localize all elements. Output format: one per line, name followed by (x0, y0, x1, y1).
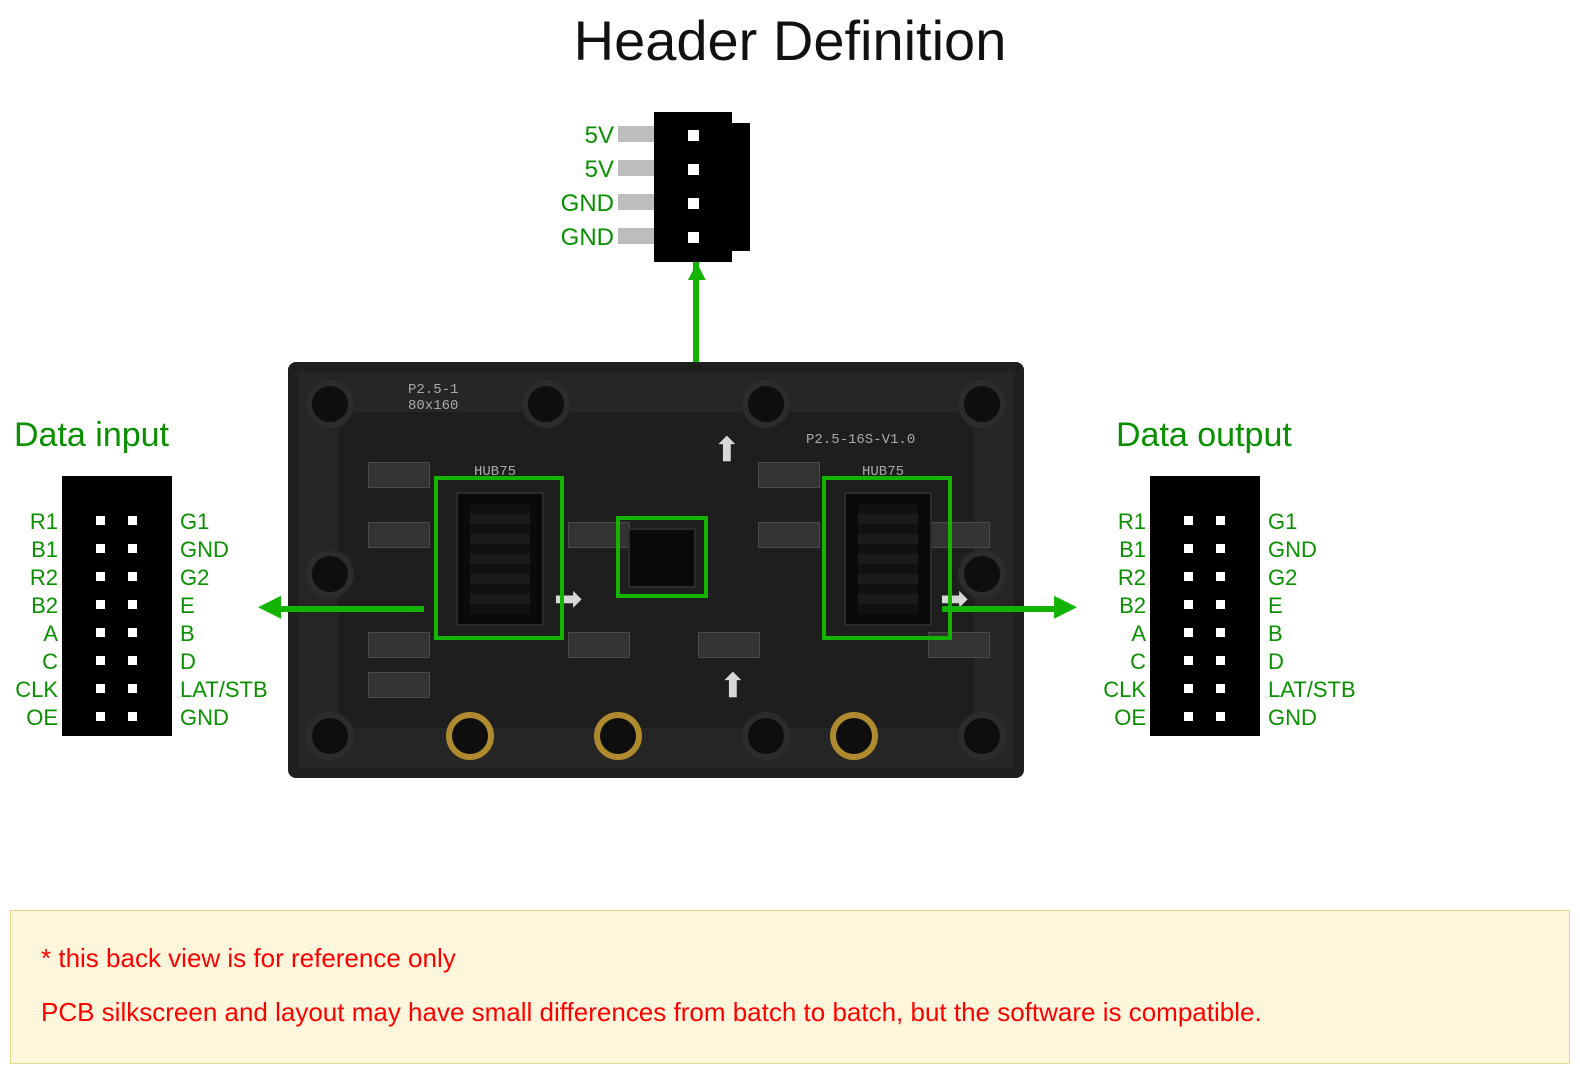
mount-hole (306, 712, 354, 760)
arrow-output-link (942, 606, 1062, 612)
mount-hole-gold (830, 712, 878, 760)
din-r-5: D (180, 648, 196, 676)
dout-l-4: A (1088, 620, 1146, 648)
page-title: Header Definition (0, 8, 1580, 73)
dout-r-2: G2 (1268, 564, 1297, 592)
ic-chip (758, 462, 820, 488)
dout-r-4: B (1268, 620, 1283, 648)
flow-arrow-icon: ➡ (709, 435, 743, 464)
footer-note-line2: PCB silkscreen and layout may have small… (41, 985, 1539, 1039)
dout-r-5: D (1268, 648, 1284, 676)
dout-l-6: CLK (1088, 676, 1146, 704)
din-l-1: B1 (0, 536, 58, 564)
mount-hole (742, 380, 790, 428)
din-r-3: E (180, 592, 195, 620)
data-input-title: Data input (14, 416, 169, 455)
ic-chip (568, 632, 630, 658)
silkscreen-variant: P2.5-16S-V1.0 (806, 432, 915, 448)
footer-note: * this back view is for reference only P… (10, 910, 1570, 1064)
din-l-4: A (0, 620, 58, 648)
data-output-connector-icon (1150, 476, 1260, 736)
din-r-7: GND (180, 704, 229, 732)
dout-l-0: R1 (1088, 508, 1146, 536)
din-l-5: C (0, 648, 58, 676)
data-input-connector-icon (62, 476, 172, 736)
mount-hole-gold (594, 712, 642, 760)
din-r-1: GND (180, 536, 229, 564)
pwr-pin-4: GND (554, 224, 614, 252)
dout-r-3: E (1268, 592, 1283, 620)
mount-hole (522, 380, 570, 428)
din-l-7: OE (0, 704, 58, 732)
footer-note-line1: * this back view is for reference only (41, 931, 1539, 985)
highlight-box-output (822, 476, 952, 640)
dout-l-7: OE (1088, 704, 1146, 732)
ic-chip (368, 462, 430, 488)
din-l-3: B2 (0, 592, 58, 620)
dout-l-5: C (1088, 648, 1146, 676)
power-connector-icon (654, 112, 732, 262)
din-l-6: CLK (0, 676, 58, 704)
data-output-title: Data output (1116, 416, 1292, 455)
din-r-6: LAT/STB (180, 676, 268, 704)
mount-hole (958, 712, 1006, 760)
mount-hole (958, 380, 1006, 428)
din-r-2: G2 (180, 564, 209, 592)
arrow-head-icon: ▲ (682, 256, 712, 286)
highlight-box-input (434, 476, 564, 640)
highlight-box-power (616, 516, 708, 598)
arrow-head-icon: ▶ (1054, 591, 1077, 621)
mount-hole (306, 550, 354, 598)
dout-l-1: B1 (1088, 536, 1146, 564)
dout-r-7: GND (1268, 704, 1317, 732)
dout-r-1: GND (1268, 536, 1317, 564)
diagram-stage: Header Definition 5V 5V GND GND ▲ Data i… (0, 0, 1580, 1080)
dout-r-6: LAT/STB (1268, 676, 1356, 704)
din-r-4: B (180, 620, 195, 648)
ic-chip (368, 632, 430, 658)
pwr-pin-1: 5V (554, 122, 614, 150)
din-r-0: G1 (180, 508, 209, 536)
flow-arrow-icon: ➡ (715, 671, 749, 700)
din-l-2: R2 (0, 564, 58, 592)
ic-chip (698, 632, 760, 658)
din-l-0: R1 (0, 508, 58, 536)
ic-chip (368, 672, 430, 698)
mount-hole-gold (446, 712, 494, 760)
mount-hole (742, 712, 790, 760)
ic-chip (368, 522, 430, 548)
dout-l-3: B2 (1088, 592, 1146, 620)
ic-chip (758, 522, 820, 548)
dout-l-2: R2 (1088, 564, 1146, 592)
silkscreen-text2: 80x160 (408, 398, 458, 414)
pwr-pin-3: GND (554, 190, 614, 218)
dout-r-0: G1 (1268, 508, 1297, 536)
mount-hole (306, 380, 354, 428)
pwr-pin-2: 5V (554, 156, 614, 184)
pcb-board-icon: P2.5-1 80x160 P2.5-16S-V1.0 HUB75 HUB75 (288, 362, 1024, 778)
arrow-head-icon: ◀ (258, 591, 281, 621)
arrow-input-link (270, 606, 424, 612)
silkscreen-text1: P2.5-1 (408, 382, 458, 398)
